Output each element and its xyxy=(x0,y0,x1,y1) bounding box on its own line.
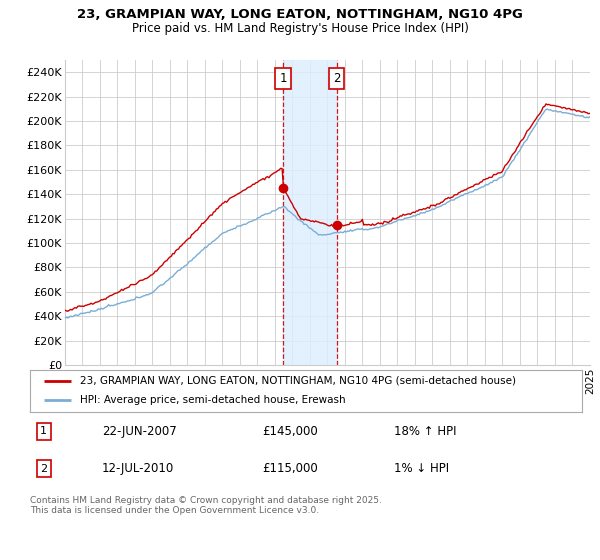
Bar xyxy=(283,60,337,365)
Text: 12-JUL-2010: 12-JUL-2010 xyxy=(102,462,174,475)
Text: Price paid vs. HM Land Registry's House Price Index (HPI): Price paid vs. HM Land Registry's House … xyxy=(131,22,469,35)
Text: 1: 1 xyxy=(279,72,287,85)
Text: 18% ↑ HPI: 18% ↑ HPI xyxy=(394,425,457,438)
Text: 23, GRAMPIAN WAY, LONG EATON, NOTTINGHAM, NG10 4PG: 23, GRAMPIAN WAY, LONG EATON, NOTTINGHAM… xyxy=(77,8,523,21)
Text: £115,000: £115,000 xyxy=(262,462,317,475)
Text: 1% ↓ HPI: 1% ↓ HPI xyxy=(394,462,449,475)
Text: 23, GRAMPIAN WAY, LONG EATON, NOTTINGHAM, NG10 4PG (semi-detached house): 23, GRAMPIAN WAY, LONG EATON, NOTTINGHAM… xyxy=(80,376,515,386)
Text: 22-JUN-2007: 22-JUN-2007 xyxy=(102,425,176,438)
Text: 2: 2 xyxy=(333,72,340,85)
Text: Contains HM Land Registry data © Crown copyright and database right 2025.
This d: Contains HM Land Registry data © Crown c… xyxy=(30,496,382,515)
Text: HPI: Average price, semi-detached house, Erewash: HPI: Average price, semi-detached house,… xyxy=(80,395,346,405)
Text: 1: 1 xyxy=(40,426,47,436)
Text: 2: 2 xyxy=(40,464,47,474)
Text: £145,000: £145,000 xyxy=(262,425,317,438)
